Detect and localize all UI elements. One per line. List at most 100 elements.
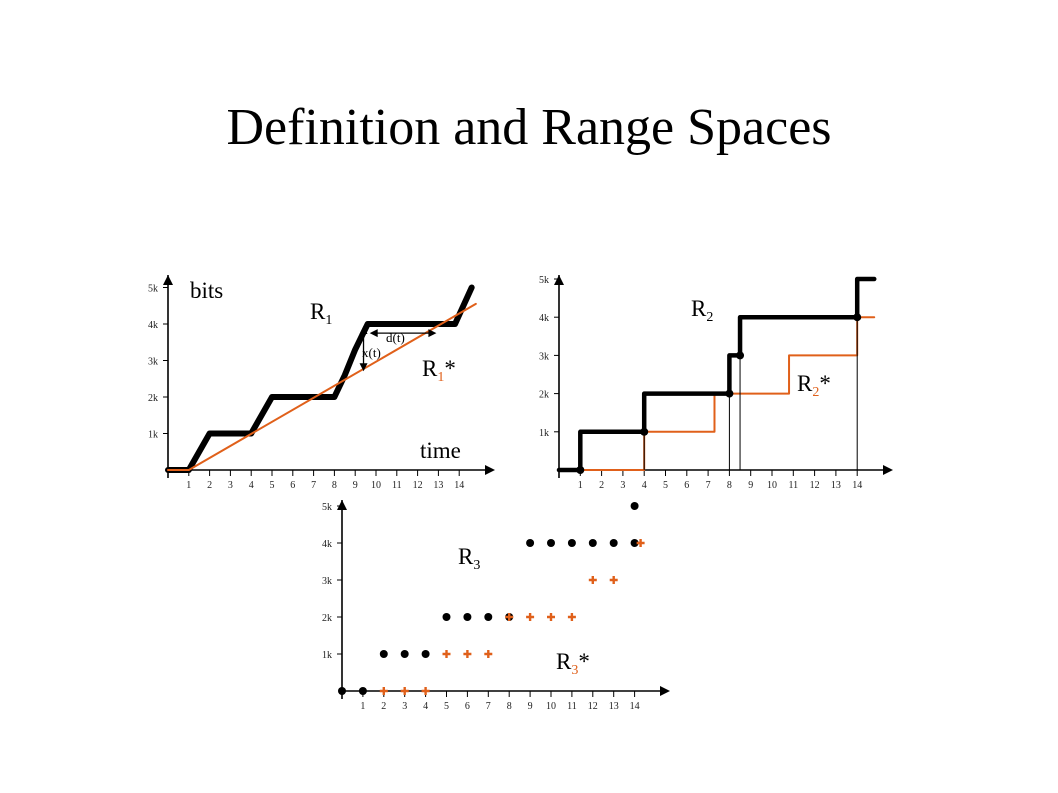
- x-tick-label: 13: [609, 701, 619, 712]
- x-tick-label: 6: [684, 480, 689, 491]
- x-tick-label: 12: [810, 480, 820, 491]
- r3-star-point: [421, 687, 430, 695]
- y-tick-label: 2k: [322, 613, 332, 624]
- series-label-r2-star: R2*: [797, 371, 831, 400]
- x-axis-arrow: [660, 686, 670, 696]
- x-t-arrowhead-down: [359, 363, 368, 372]
- y-tick-label: 3k: [322, 576, 332, 587]
- r3-star-point: [567, 613, 576, 621]
- x-tick-label: 9: [353, 480, 358, 491]
- x-tick-label: 13: [433, 480, 443, 491]
- r3-point: [442, 613, 451, 621]
- r3-star-point: [609, 576, 618, 584]
- x-axis-arrow: [883, 465, 893, 475]
- series-label-r1-star: R1*: [422, 356, 456, 385]
- d-t-arrowhead-left: [369, 329, 378, 338]
- r3-star-point: [463, 650, 472, 658]
- x-tick-label: 6: [290, 480, 295, 491]
- r3-point: [547, 539, 555, 547]
- r3-point: [338, 687, 346, 695]
- y-axis-label: bits: [190, 278, 223, 303]
- r3-star-point: [588, 576, 597, 584]
- r3-point: [421, 650, 430, 658]
- y-tick-label: 1k: [148, 430, 158, 441]
- x-tick-label: 4: [642, 480, 647, 491]
- r3-point: [484, 613, 493, 621]
- x-tick-label: 13: [831, 480, 841, 491]
- x-tick-label: 2: [599, 480, 604, 491]
- slide-title: Definition and Range Spaces: [226, 99, 832, 156]
- r3-star-point: [400, 687, 409, 695]
- r3-star-point: [505, 613, 514, 621]
- x-tick-label: 2: [381, 701, 386, 712]
- r2-knot-point: [640, 427, 649, 436]
- annotation-x-t: x(t): [362, 345, 381, 360]
- r2-knot-point: [725, 389, 734, 398]
- r3-star-point: [547, 613, 555, 621]
- x-tick-label: 10: [371, 480, 381, 491]
- y-tick-label: 1k: [322, 650, 332, 661]
- series-line-r1: [165, 284, 475, 473]
- y-axis-arrow: [337, 500, 347, 510]
- x-tick-label: 14: [852, 480, 862, 491]
- r3-point: [400, 650, 409, 658]
- x-tick-label: 4: [249, 480, 254, 491]
- r3-point: [609, 539, 618, 547]
- r3-point: [567, 539, 576, 547]
- x-tick-label: 1: [360, 701, 365, 712]
- r3-point: [379, 650, 388, 658]
- r2-knot-point: [576, 466, 585, 474]
- r3-star-point: [442, 650, 451, 658]
- r2-knot-point: [853, 313, 862, 322]
- r3-star-point: [636, 539, 645, 547]
- x-tick-label: 10: [546, 701, 556, 712]
- x-tick-label: 5: [270, 480, 275, 491]
- y-axis-arrow: [163, 275, 173, 285]
- y-tick-label: 2k: [539, 390, 549, 401]
- r3-star-point: [526, 613, 535, 621]
- x-tick-label: 7: [706, 480, 711, 491]
- y-tick-label: 3k: [148, 357, 158, 368]
- y-tick-label: 2k: [148, 393, 158, 404]
- x-tick-label: 9: [528, 701, 533, 712]
- x-tick-label: 5: [444, 701, 449, 712]
- y-tick-label: 4k: [322, 539, 332, 550]
- y-tick-label: 5k: [148, 284, 158, 295]
- x-tick-label: 3: [620, 480, 625, 491]
- series-label-r2: R2: [691, 296, 713, 325]
- r3-point: [630, 502, 639, 510]
- x-t-arrowhead-up: [359, 326, 368, 334]
- r3-point: [463, 613, 472, 621]
- x-tick-label: 14: [454, 480, 464, 491]
- x-tick-label: 2: [207, 480, 212, 491]
- r3-point: [630, 539, 639, 547]
- x-tick-label: 12: [588, 701, 598, 712]
- d-t-arrowhead-right: [428, 329, 437, 338]
- x-axis-arrow: [485, 465, 495, 475]
- x-tick-label: 3: [228, 480, 233, 491]
- x-tick-label: 1: [186, 480, 191, 491]
- x-tick-label: 8: [727, 480, 732, 491]
- x-tick-label: 9: [748, 480, 753, 491]
- y-tick-label: 5k: [539, 275, 549, 286]
- series-line-r1-star: [167, 302, 477, 471]
- x-tick-label: 11: [567, 701, 577, 712]
- x-tick-label: 12: [413, 480, 423, 491]
- y-tick-label: 4k: [539, 313, 549, 324]
- y-tick-label: 1k: [539, 428, 549, 439]
- y-tick-label: 5k: [322, 502, 332, 513]
- r3-point: [358, 687, 367, 695]
- x-tick-label: 14: [630, 701, 640, 712]
- r3-point: [588, 539, 597, 547]
- x-tick-label: 8: [507, 701, 512, 712]
- y-axis-arrow: [554, 275, 564, 285]
- x-axis-label: time: [420, 438, 461, 463]
- annotation-d-t: d(t): [386, 330, 405, 345]
- x-tick-label: 8: [332, 480, 337, 491]
- series-label-r1: R1: [310, 299, 332, 328]
- r3-star-point: [379, 687, 388, 695]
- y-tick-label: 3k: [539, 351, 549, 362]
